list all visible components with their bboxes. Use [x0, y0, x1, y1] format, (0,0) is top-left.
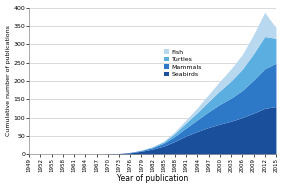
Legend: Fish, Turtles, Mammals, Seabirds: Fish, Turtles, Mammals, Seabirds	[163, 48, 204, 79]
X-axis label: Year of publication: Year of publication	[117, 174, 188, 184]
Y-axis label: Cumulative number of publications: Cumulative number of publications	[6, 26, 11, 136]
